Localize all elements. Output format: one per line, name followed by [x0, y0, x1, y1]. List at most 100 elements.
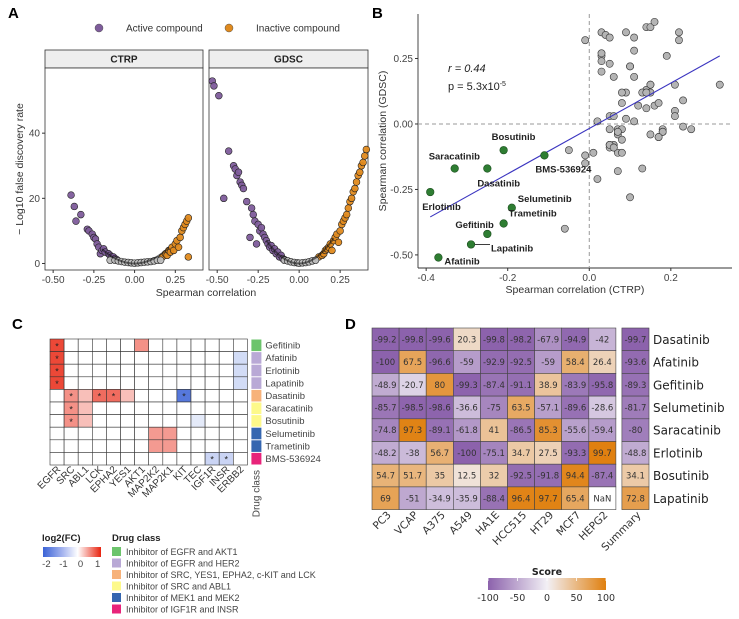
cell-value: 99.7: [593, 449, 612, 459]
cell-value: -99.3: [456, 381, 478, 391]
x-tick-label: -0.50: [42, 275, 65, 286]
data-point: [239, 184, 248, 193]
cell-value: -36.6: [456, 403, 478, 413]
point-label: BMS-536924: [535, 164, 592, 175]
heatmap-cell: [190, 338, 206, 352]
data-point: [679, 122, 687, 131]
data-point: [687, 125, 696, 134]
data-point: [605, 125, 614, 134]
data-point: [597, 67, 606, 76]
heatmap-cell: [120, 439, 135, 453]
cell-value: -89.6: [564, 403, 586, 413]
heatmap-cell: [63, 351, 79, 365]
heatmap-cell: [63, 376, 79, 390]
data-point: [597, 49, 606, 58]
heatmap-cell: [190, 363, 206, 378]
highlight-point: [450, 164, 459, 173]
colorbar-title: Score: [532, 567, 562, 578]
x-tick-label: 0.25: [330, 275, 350, 286]
p-exponent: -5: [500, 81, 506, 88]
data-point: [362, 145, 371, 154]
heatmap-cell: [218, 338, 234, 352]
data-point: [328, 246, 336, 255]
cell-value: 54.7: [376, 472, 395, 482]
cell-value: 97.7: [539, 494, 558, 504]
drug-class-swatch: [251, 364, 262, 377]
data-point: [589, 148, 598, 157]
significance-star: *: [69, 392, 73, 402]
significance-star: *: [98, 392, 102, 402]
panel-a: Active compound Inactive compound CTRP -0.5…: [14, 24, 371, 299]
cell-value: -92.5: [510, 358, 532, 368]
data-point: [234, 168, 243, 176]
row-annotation-title: Drug class: [251, 470, 262, 517]
heatmap-cell: [233, 376, 248, 390]
colorbar-tick: 0: [78, 559, 83, 570]
row-label: Erlotinib: [265, 366, 299, 377]
heatmap-cell: [233, 426, 248, 441]
heatmap-cell: [106, 426, 121, 441]
heatmap-cell: [77, 414, 93, 428]
cell-value: -42: [595, 335, 609, 345]
row-label: Gefitinib: [265, 341, 300, 352]
cell-value: -57.1: [537, 403, 559, 413]
cell-value: 94.4: [566, 472, 585, 482]
cell-value: -88.4: [483, 494, 505, 504]
point-label: Gefitinib: [455, 220, 494, 231]
cell-value: 38.9: [539, 381, 558, 391]
cell-value: -48.8: [624, 449, 646, 459]
data-point: [646, 80, 655, 89]
cell-value: 27.5: [539, 449, 558, 459]
heatmap-cell: [204, 414, 220, 428]
heatmap-cell: [148, 452, 164, 466]
data-point: [344, 204, 353, 212]
data-point: [215, 91, 223, 100]
data-point: [351, 184, 359, 193]
data-point: [609, 143, 618, 152]
heatmap-cell: [176, 439, 192, 453]
cell-value: -100: [376, 358, 395, 368]
colorbar-tick: -100: [477, 593, 499, 604]
colorbar-tick: -2: [42, 559, 50, 570]
column-label: PC3: [371, 509, 394, 532]
cell-value: NaN: [593, 494, 611, 504]
heatmap-cell: [233, 414, 248, 428]
cell-value: 20.3: [457, 335, 476, 345]
heatmap-cell: [176, 414, 192, 428]
cell-value: -98.5: [402, 403, 424, 413]
significance-star: *: [69, 404, 73, 414]
data-point: [617, 135, 626, 144]
heatmap-cell: [218, 414, 234, 428]
heatmap-cell: [49, 414, 65, 428]
drug-class-swatch: [251, 402, 262, 415]
heatmap-cell: [162, 426, 178, 441]
heatmap-cell: [204, 363, 220, 378]
heatmap-cell: [190, 351, 206, 365]
heatmap-cell: [92, 338, 107, 352]
data-point: [249, 210, 257, 219]
heatmap-cell: [204, 401, 220, 415]
heatmap-cell: [233, 389, 248, 403]
point-label: Selumetinib: [518, 194, 572, 205]
cell-value: -92.9: [483, 358, 505, 368]
heatmap-cell: [218, 426, 234, 441]
data-point: [715, 80, 724, 89]
row-label: Dasatinib: [653, 333, 710, 347]
cell-value: -75: [487, 403, 501, 413]
data-point: [626, 62, 634, 71]
row-label: Gefitinib: [653, 378, 704, 392]
data-point: [184, 253, 193, 261]
x-axis-label: Spearman correlation: [156, 287, 257, 299]
cell-value: 80: [434, 381, 445, 391]
heatmap-cell: [134, 439, 150, 453]
row-label: Dasatinib: [265, 391, 305, 402]
heatmap-cell: [77, 452, 93, 466]
p-annotation: p = 5.3x10-5: [448, 81, 506, 93]
heatmap-cell: [148, 439, 164, 453]
heatmap-cell: [162, 414, 178, 428]
data-point: [654, 133, 663, 141]
cell-value: -96.6: [429, 358, 451, 368]
data-point: [560, 224, 569, 233]
heatmap-cell: [162, 376, 178, 390]
point-label: Bosutinib: [492, 132, 536, 143]
